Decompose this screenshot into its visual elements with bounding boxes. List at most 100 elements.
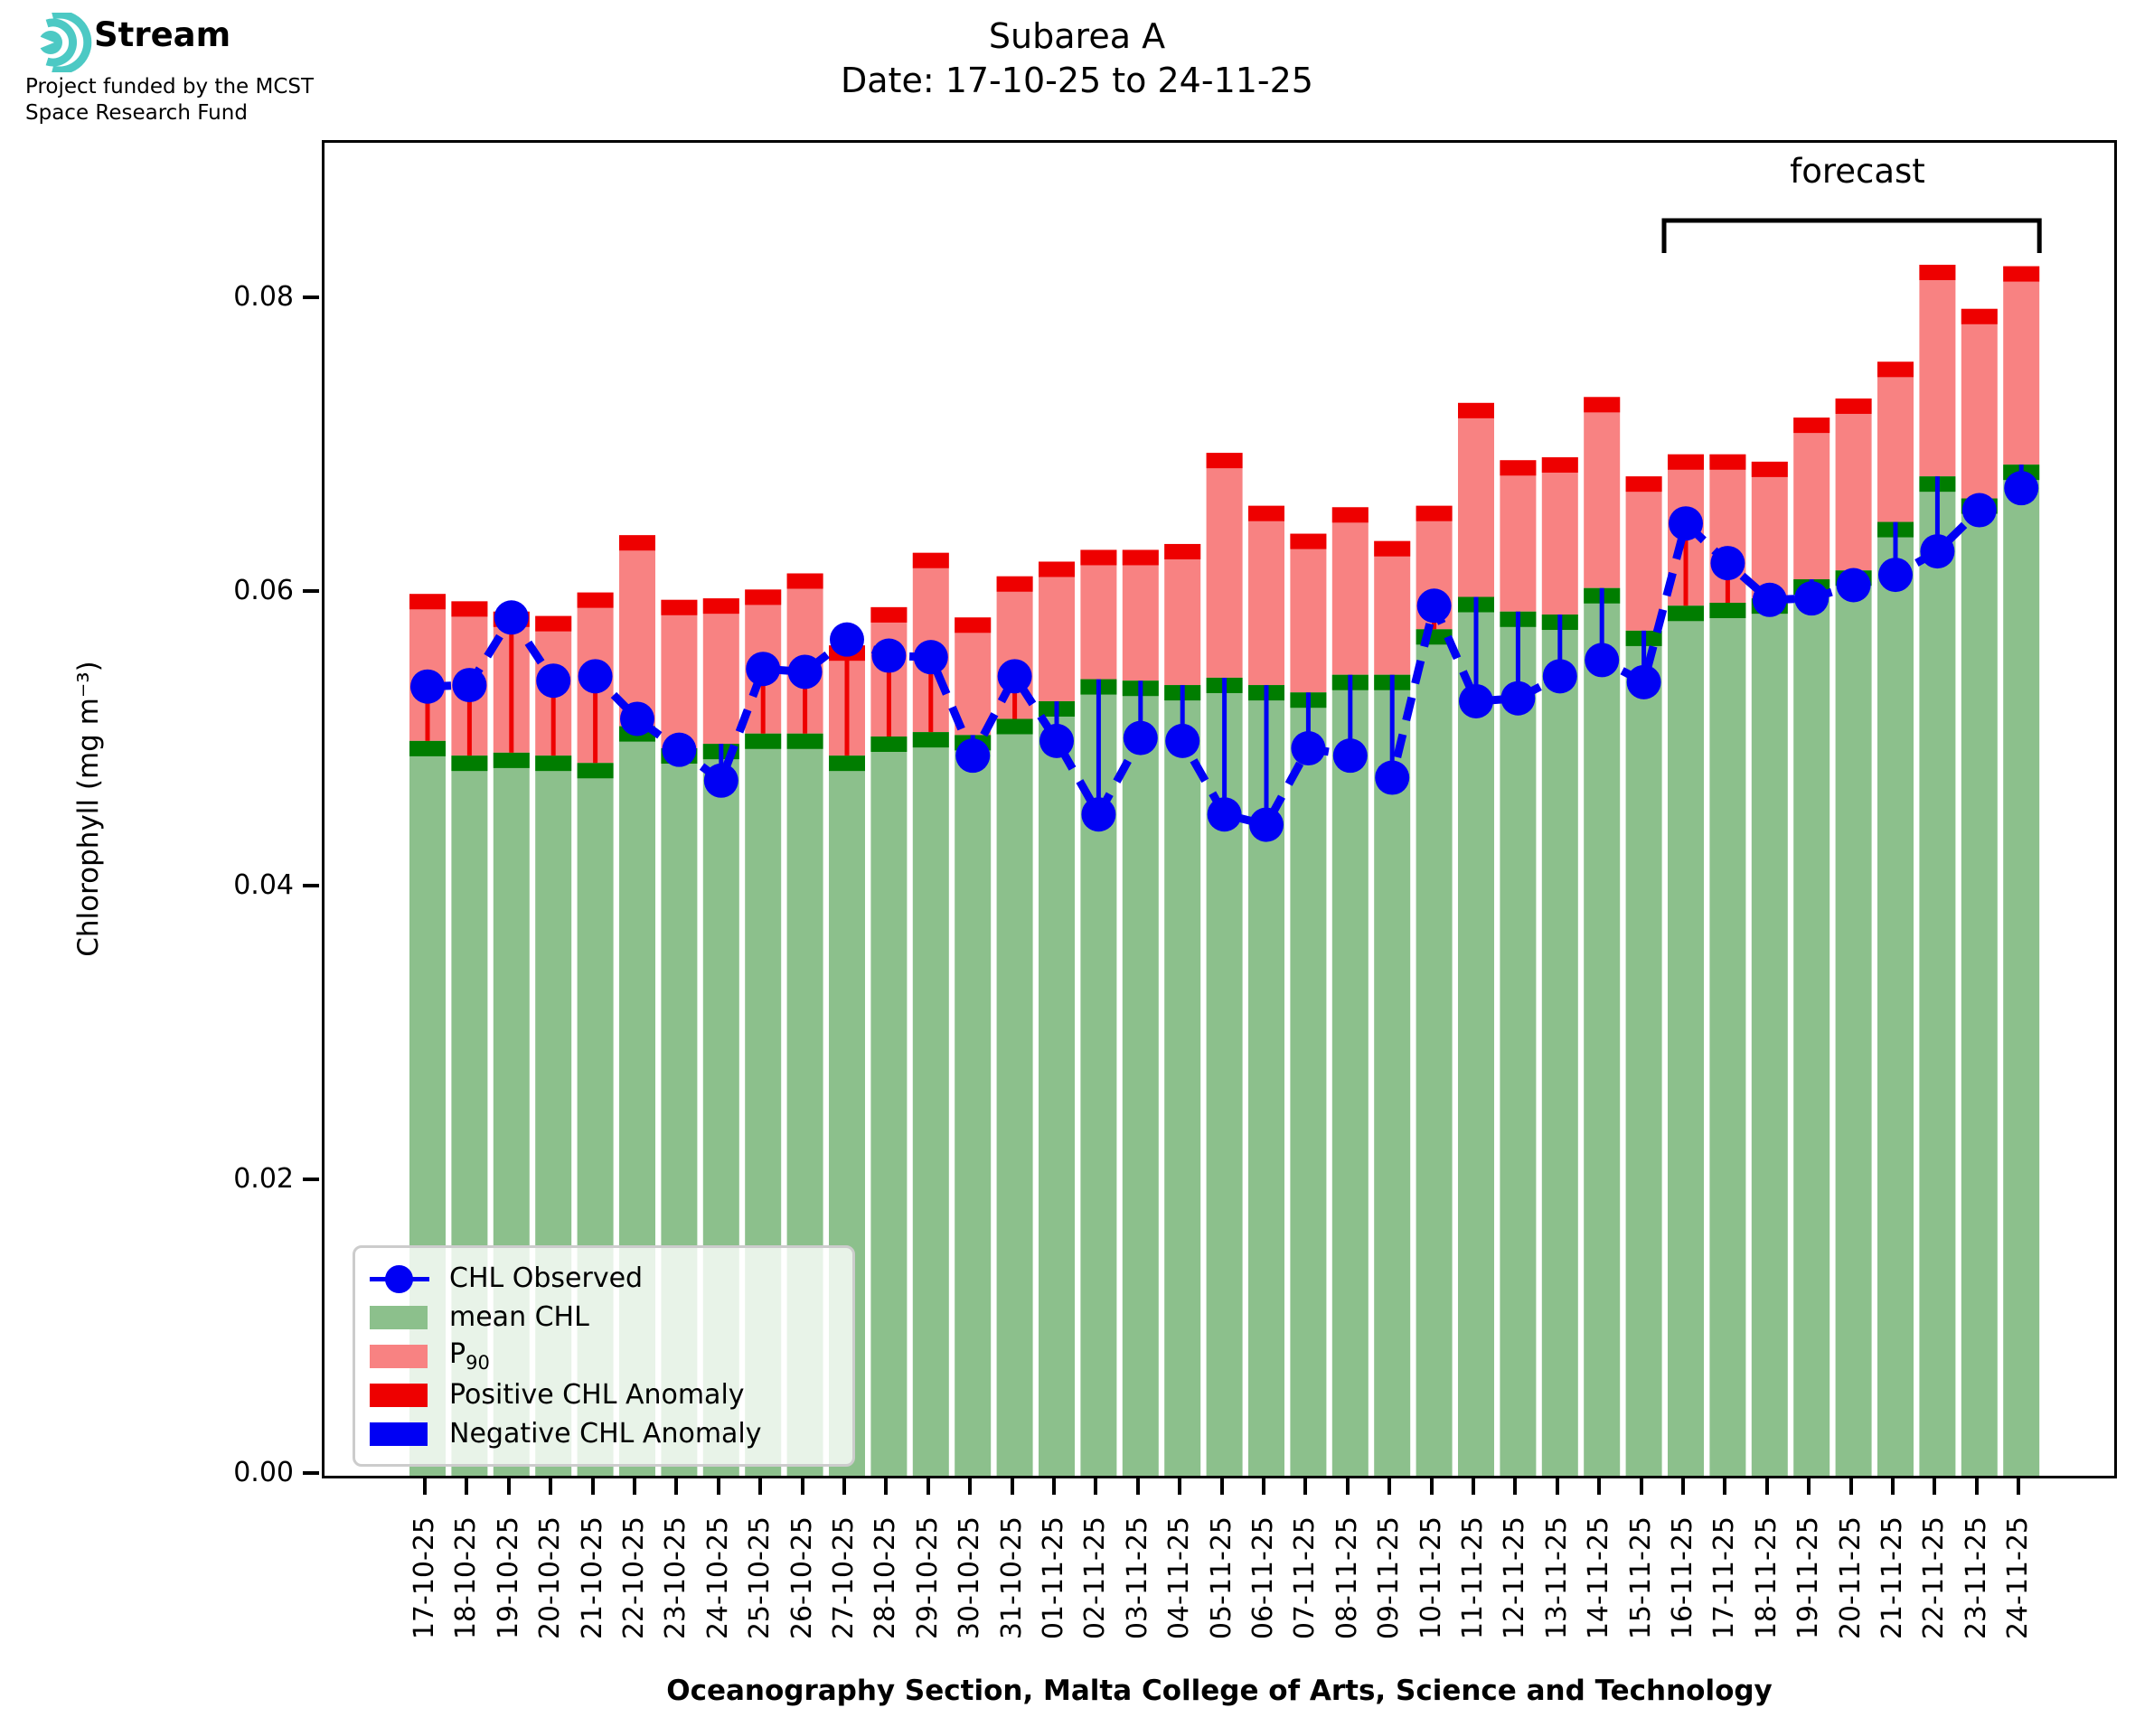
x-tick-label: 18-10-25 — [450, 1516, 483, 1640]
p90-bar — [1331, 507, 1369, 675]
y-tick-mark — [303, 883, 319, 887]
p90-bar — [661, 599, 698, 749]
y-tick-mark — [303, 1177, 319, 1181]
observed-dot — [1836, 568, 1871, 603]
forecast-bracket — [1661, 218, 2042, 253]
observed-dot — [494, 600, 529, 635]
x-axis-label: Oceanography Section, Malta College of A… — [666, 1675, 1773, 1707]
x-tick-label: 07-11-25 — [1289, 1516, 1322, 1640]
x-tick-label: 03-11-25 — [1121, 1516, 1153, 1640]
mean-bar — [1541, 615, 1578, 1476]
mean-bar — [1374, 674, 1411, 1476]
mean-bar — [1793, 578, 1830, 1476]
observed-dot — [746, 652, 781, 687]
x-tick-mark — [1345, 1478, 1350, 1495]
mean-bar — [955, 735, 992, 1476]
p90-cap — [870, 606, 908, 623]
p90-cap — [996, 576, 1033, 592]
mean-bar — [1625, 630, 1662, 1476]
mean-cap — [745, 733, 782, 749]
p90-cap — [577, 592, 614, 608]
observed-dot — [1375, 760, 1410, 795]
legend: CHL Observed mean CHL P90 Positive CHL A… — [353, 1245, 855, 1467]
observed-dot — [2004, 471, 2039, 506]
y-tick-mark — [303, 589, 319, 594]
observed-dot — [410, 669, 445, 704]
x-tick-mark — [549, 1478, 553, 1495]
mean-bar — [2003, 464, 2040, 1476]
p90-cap — [1919, 264, 1956, 280]
y-axis-label: Chlorophyll (mg m⁻³) — [72, 661, 105, 957]
chart-title: Subarea A Date: 17-10-25 to 24-11-25 — [0, 14, 2154, 103]
mean-cap — [1668, 605, 1704, 622]
observed-dot — [662, 732, 697, 767]
p90-bar — [1541, 457, 1578, 615]
x-tick-label: 30-10-25 — [954, 1516, 986, 1640]
mean-bar — [1290, 692, 1327, 1476]
mean-bar — [1500, 611, 1537, 1476]
x-tick-mark — [1135, 1478, 1140, 1495]
mean-bar — [1961, 498, 1998, 1476]
p90-cap — [619, 535, 655, 551]
mean-bar — [1751, 598, 1788, 1476]
x-tick-label: 22-11-25 — [1918, 1516, 1951, 1640]
mean-cap — [1709, 603, 1746, 619]
x-tick-mark — [1891, 1478, 1895, 1495]
mean-bar — [1877, 521, 1914, 1476]
mean-bar — [1584, 587, 1621, 1476]
x-tick-mark — [1219, 1478, 1224, 1495]
x-tick-mark — [800, 1478, 804, 1495]
observed-dot — [1961, 493, 1997, 528]
legend-item-observed: CHL Observed — [370, 1259, 838, 1298]
observed-dot — [1878, 558, 1913, 593]
p90-bar — [955, 617, 992, 736]
x-tick-label: 19-11-25 — [1792, 1516, 1825, 1640]
p90-cap — [1625, 476, 1662, 493]
p90-cap — [1835, 398, 1872, 414]
y-tick-mark — [303, 1471, 319, 1475]
p90-cap — [661, 599, 698, 615]
mean-bar — [1331, 674, 1369, 1476]
x-tick-label: 16-11-25 — [1667, 1516, 1698, 1640]
mean-bar — [870, 737, 908, 1476]
x-tick-mark — [1681, 1478, 1685, 1495]
mean-cap — [577, 763, 614, 779]
p90-cap — [535, 615, 572, 632]
p90-cap — [1331, 507, 1369, 523]
p90-cap — [1458, 402, 1494, 418]
p90-bar — [1122, 549, 1159, 681]
x-tick-mark — [1807, 1478, 1811, 1495]
x-tick-mark — [2017, 1478, 2021, 1495]
x-tick-label: 05-11-25 — [1205, 1516, 1237, 1640]
x-tick-mark — [1178, 1478, 1182, 1495]
forecast-label: forecast — [1790, 152, 1925, 191]
observed-dot — [913, 640, 948, 675]
p90-cap — [1290, 533, 1327, 549]
x-tick-mark — [1513, 1478, 1518, 1495]
observed-dot — [1207, 797, 1242, 832]
x-tick-mark — [1723, 1478, 1727, 1495]
observed-dot — [1710, 546, 1745, 581]
logo-subtitle-line1: Project funded by the MCST — [25, 75, 315, 99]
p90-bar — [1961, 308, 1998, 499]
legend-item-negative-anomaly: Negative CHL Anomaly — [370, 1414, 838, 1453]
chart-title-line1: Subarea A — [988, 16, 1166, 56]
x-tick-mark — [1933, 1478, 1937, 1495]
observed-dot — [787, 654, 823, 690]
y-tick-mark — [303, 296, 319, 299]
p90-bar — [1039, 561, 1075, 701]
x-tick-label: 23-10-25 — [660, 1516, 692, 1640]
x-tick-mark — [884, 1478, 889, 1495]
p90-cap — [745, 589, 782, 605]
x-tick-mark — [1094, 1478, 1098, 1495]
observed-dot — [1669, 506, 1703, 541]
observed-dot — [1752, 582, 1787, 617]
x-tick-mark — [1262, 1478, 1265, 1495]
mean-bar — [1668, 605, 1704, 1476]
observed-dot — [1039, 723, 1074, 758]
p90-bar — [1584, 397, 1621, 588]
mean-bar — [996, 718, 1033, 1476]
p90-cap — [702, 598, 739, 615]
x-tick-label: 14-11-25 — [1583, 1516, 1615, 1640]
x-tick-label: 24-11-25 — [2002, 1516, 2035, 1640]
